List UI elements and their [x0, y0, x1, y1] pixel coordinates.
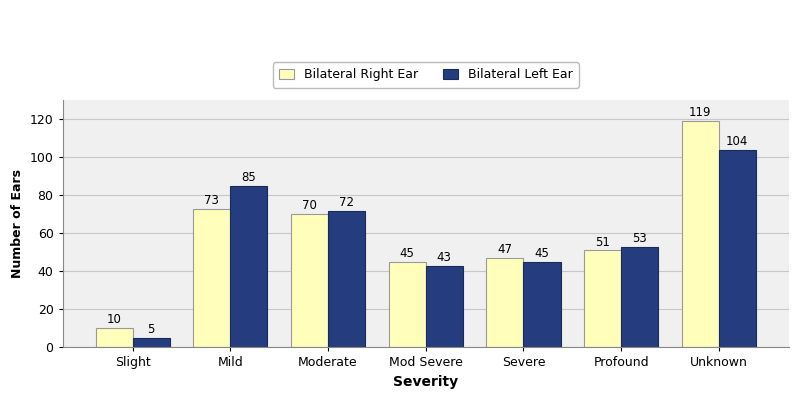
- Bar: [426, 266, 463, 347]
- Bar: [328, 210, 365, 347]
- Y-axis label: Number of Ears: Number of Ears: [11, 169, 24, 278]
- Bar: [194, 209, 230, 347]
- Text: 45: 45: [534, 247, 550, 260]
- Bar: [230, 186, 267, 347]
- Bar: [95, 328, 133, 347]
- Bar: [133, 338, 170, 347]
- Bar: [523, 262, 561, 347]
- Text: 53: 53: [632, 232, 647, 245]
- Text: 85: 85: [242, 171, 256, 184]
- Bar: [486, 258, 523, 347]
- Text: 51: 51: [595, 236, 610, 248]
- Bar: [291, 214, 328, 347]
- Text: 47: 47: [498, 243, 512, 256]
- X-axis label: Severity: Severity: [393, 375, 458, 389]
- Bar: [389, 262, 426, 347]
- Legend: Bilateral Right Ear, Bilateral Left Ear: Bilateral Right Ear, Bilateral Left Ear: [273, 62, 579, 88]
- Text: 119: 119: [689, 106, 711, 119]
- Bar: [584, 250, 621, 347]
- Text: 45: 45: [400, 247, 414, 260]
- Text: 43: 43: [437, 251, 452, 264]
- Bar: [621, 247, 658, 347]
- Bar: [718, 150, 756, 347]
- Text: 104: 104: [726, 135, 749, 148]
- Bar: [682, 121, 718, 347]
- Text: 10: 10: [106, 314, 122, 326]
- Text: 70: 70: [302, 200, 317, 212]
- Text: 72: 72: [339, 196, 354, 209]
- Text: 73: 73: [204, 194, 219, 207]
- Text: 5: 5: [147, 323, 155, 336]
